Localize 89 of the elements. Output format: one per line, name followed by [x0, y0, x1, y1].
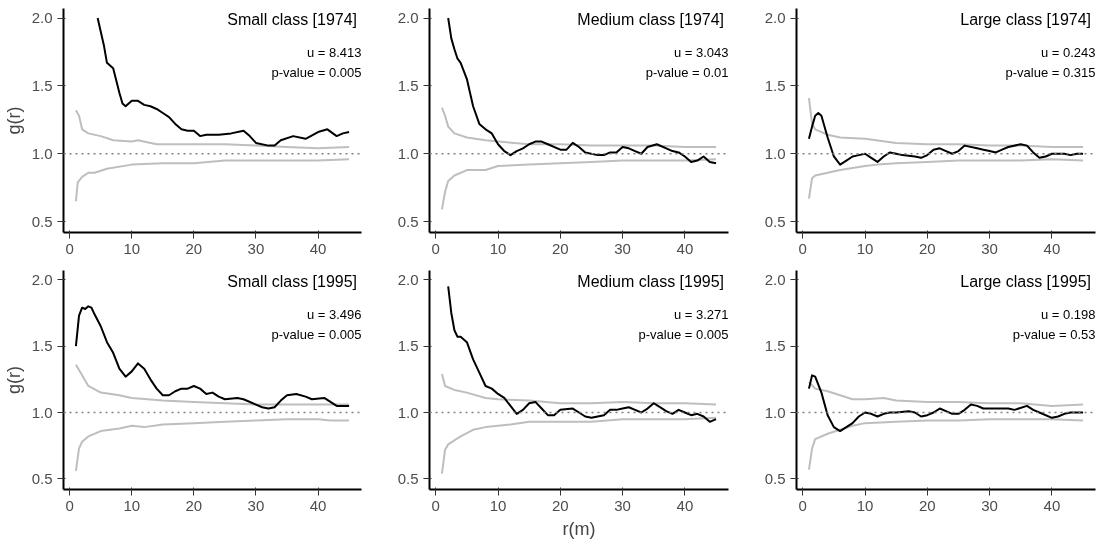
x-tick-label: 0 — [798, 496, 807, 514]
y-tick-label: 0.5 — [397, 212, 419, 230]
y-tick-label: 2.0 — [31, 270, 53, 288]
annotation: u = 8.413 — [306, 44, 362, 60]
x-tick-label: 40 — [309, 239, 327, 257]
y-tick-label: 1.5 — [31, 76, 53, 94]
x-tick-label: 0 — [65, 496, 74, 514]
y-tick-label: 1.0 — [764, 144, 786, 162]
line-series — [807, 112, 1085, 166]
annotation: p-value = 0.005 — [638, 326, 729, 342]
y-axis-title: g(r) — [3, 106, 24, 135]
chart-title: Small class [1995] — [227, 272, 358, 290]
line-series — [74, 109, 351, 150]
y-tick-label: 2.0 — [31, 9, 53, 26]
line-series — [807, 418, 1085, 471]
x-tick-label: 10 — [856, 496, 874, 514]
y-tick-label: 1.5 — [397, 337, 419, 355]
x-tick-label: 0 — [431, 239, 440, 257]
x-tick-label: 30 — [981, 239, 998, 257]
y-tick-label: 2.0 — [764, 270, 786, 288]
y-tick-label: 0.5 — [397, 469, 419, 487]
line-series — [807, 380, 1085, 407]
y-tick-label: 2.0 — [397, 9, 419, 26]
annotation: u = 3.043 — [673, 44, 729, 60]
x-tick-label: 20 — [918, 496, 936, 514]
y-tick-label: 1.0 — [397, 403, 419, 421]
chart-title: Large class [1995] — [960, 272, 1092, 290]
x-tick-label: 20 — [185, 239, 203, 257]
annotation: u = 3.496 — [306, 306, 362, 322]
x-tick-label: 20 — [185, 496, 203, 514]
y-tick-label: 1.0 — [397, 144, 419, 162]
y-tick-label: 1.0 — [31, 403, 53, 421]
x-tick-label: 0 — [65, 239, 74, 257]
line-series — [74, 418, 351, 472]
y-tick-label: 2.0 — [764, 9, 786, 26]
x-tick-label: 30 — [614, 496, 631, 514]
y-tick-label: 1.0 — [31, 144, 53, 162]
x-tick-label: 30 — [247, 496, 265, 514]
x-tick-label: 40 — [676, 496, 694, 514]
y-tick-label: 1.5 — [397, 76, 419, 94]
y-tick-label: 1.0 — [764, 403, 786, 421]
line-series — [74, 363, 351, 406]
x-tick-label: 30 — [614, 239, 631, 257]
x-tick-label: 30 — [247, 239, 265, 257]
line-series — [440, 373, 718, 406]
annotation: p-value = 0.005 — [271, 326, 362, 342]
annotation: u = 3.271 — [673, 306, 729, 322]
x-tick-label: 40 — [309, 496, 327, 514]
y-tick-label: 2.0 — [397, 270, 419, 288]
chart-title: Small class [1974] — [227, 10, 358, 28]
x-tick-label: 40 — [1043, 496, 1061, 514]
x-tick-label: 30 — [981, 496, 998, 514]
y-tick-label: 1.5 — [31, 337, 53, 355]
annotation: p-value = 0.005 — [271, 64, 362, 80]
x-tick-label: 40 — [1043, 239, 1061, 257]
line-series — [440, 416, 718, 475]
annotation: p-value = 0.315 — [1005, 64, 1096, 80]
x-tick-label: 10 — [123, 496, 141, 514]
line-series — [807, 158, 1085, 200]
chart-title: Medium class [1974] — [577, 10, 725, 28]
x-tick-label: 0 — [431, 496, 440, 514]
line-series — [807, 97, 1085, 148]
line-series — [807, 374, 1085, 433]
x-tick-label: 20 — [918, 239, 936, 257]
line-series — [440, 158, 718, 211]
y-tick-label: 0.5 — [764, 469, 786, 487]
y-tick-label: 1.5 — [764, 76, 786, 94]
x-tick-label: 20 — [551, 239, 569, 257]
x-tick-label: 20 — [551, 496, 569, 514]
annotation: p-value = 0.01 — [645, 64, 729, 80]
annotation: p-value = 0.53 — [1012, 326, 1096, 342]
x-tick-label: 10 — [123, 239, 141, 257]
x-tick-label: 10 — [489, 239, 507, 257]
y-tick-label: 0.5 — [31, 212, 53, 230]
annotation: u = 0.198 — [1040, 306, 1096, 322]
line-series — [440, 106, 718, 148]
line-series — [74, 158, 351, 203]
y-axis-title: g(r) — [3, 366, 24, 394]
x-tick-label: 40 — [676, 239, 694, 257]
x-tick-label: 0 — [798, 239, 807, 257]
x-axis-title: r(m) — [562, 518, 596, 539]
x-tick-label: 10 — [856, 239, 874, 257]
chart-title: Medium class [1995] — [577, 272, 725, 290]
x-tick-label: 10 — [489, 496, 507, 514]
chart-title: Large class [1974] — [960, 10, 1092, 28]
y-tick-label: 0.5 — [31, 469, 53, 487]
y-tick-label: 1.5 — [764, 337, 786, 355]
annotation: u = 0.243 — [1040, 44, 1096, 60]
y-tick-label: 0.5 — [764, 212, 786, 230]
